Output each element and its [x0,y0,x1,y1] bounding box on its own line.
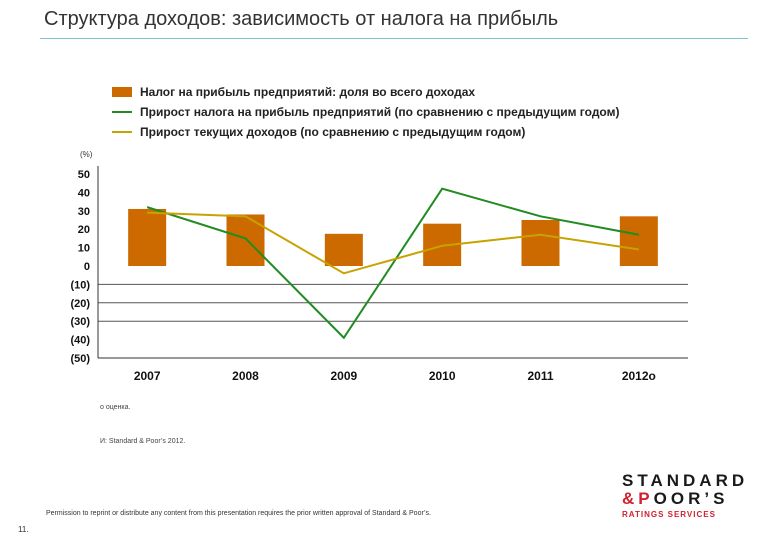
y-tick-label: 10 [78,243,90,255]
bar-2008 [226,214,265,266]
permission-notice: Permission to reprint or distribute any … [46,510,431,517]
x-tick-label: 2012o [622,369,656,383]
legend-label-olive: Прирост текущих доходов (по сравнению с … [140,125,526,139]
logo-p: P [638,489,654,508]
source-note: И: Standard & Poor’s 2012. [100,438,186,445]
page-number: 11. [18,525,29,534]
legend-item-green-line: Прирост налога на прибыль предприятий (п… [112,102,619,122]
estimate-note: o оценка. [100,404,131,411]
bar-2009 [324,233,363,266]
legend-label-bar: Налог на прибыль предприятий: доля во вс… [140,85,476,99]
legend-item-olive-line: Прирост текущих доходов (по сравнению с … [112,122,619,142]
y-tick-label: (40) [70,335,90,347]
page-title: Структура доходов: зависимость от налога… [44,8,559,30]
legend-label-green: Прирост налога на прибыль предприятий (п… [140,105,620,119]
x-tick-label: 2011 [527,369,553,383]
bar-2007 [128,208,167,266]
legend-swatch-olive [112,131,132,133]
legend-swatch-green [112,111,132,113]
x-tick-label: 2009 [330,369,357,383]
y-tick-label: 20 [78,224,90,236]
sp-logo: STANDARD &POOR’S RATINGS SERVICES [622,471,749,520]
y-tick-label: (20) [70,298,90,310]
y-tick-label: (30) [70,316,90,328]
y-tick-label: (50) [70,353,90,365]
logo-rest: OOR’S [653,489,729,508]
y-axis-unit: (%) [80,150,93,159]
logo-line-2: &POOR’S [622,490,748,508]
y-tick-label: 50 [78,169,90,181]
x-tick-label: 2010 [429,369,456,383]
y-tick-label: 30 [78,206,90,218]
series-line-olive [147,211,639,275]
chart-legend: Налог на прибыль предприятий: доля во вс… [112,82,619,142]
x-tick-label: 2008 [232,369,259,383]
x-tick-label: 2007 [134,369,161,383]
y-tick-label: 0 [84,261,90,273]
bar-2012o [619,216,658,266]
title-divider [40,38,748,39]
y-tick-label: (10) [70,279,90,291]
series-line-green [146,187,640,340]
logo-line-1: STANDARD [622,471,749,490]
y-tick-label: 40 [78,187,90,199]
logo-amp: & [622,489,639,508]
legend-item-bar: Налог на прибыль предприятий: доля во вс… [112,82,619,102]
legend-swatch-bar [112,87,132,97]
logo-subtitle: RATINGS SERVICES [622,510,716,519]
bar-2011 [521,220,560,266]
